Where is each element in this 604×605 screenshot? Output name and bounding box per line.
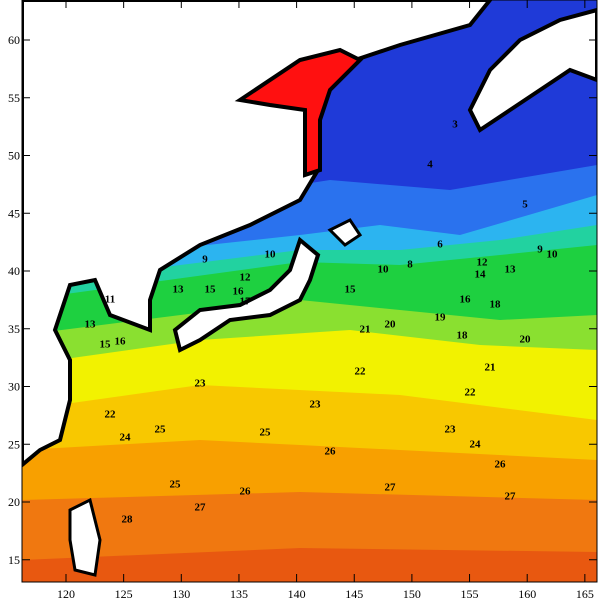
contour-label: 23 [310,399,322,411]
contour-label: 9 [202,254,208,266]
x-tick-label: 135 [230,587,248,601]
temperature-field [22,0,597,582]
y-tick-label: 30 [8,380,20,394]
contour-label: 27 [195,502,207,514]
y-tick-label: 40 [8,264,20,278]
contour-label: 13 [85,319,97,331]
contour-label: 15 [205,284,217,296]
contour-label: 16 [233,286,245,298]
contour-label: 22 [355,366,367,378]
contour-label: 4 [427,159,433,171]
contour-label: 17 [240,296,252,308]
x-tick-label: 160 [518,587,536,601]
contour-label: 10 [547,249,559,261]
x-tick-label: 120 [57,587,75,601]
hokkaido [327,218,363,247]
contour-label: 3 [452,119,458,131]
x-tick-label: 145 [345,587,363,601]
kamchatka [467,7,597,133]
band [22,548,597,582]
contour-label: 18 [490,299,502,311]
contour-label: 26 [240,486,252,498]
contour-label: 12 [477,257,489,269]
contour-label: 20 [385,319,397,331]
x-tick-label: 130 [172,587,190,601]
contour-label: 8 [407,259,413,271]
contour-label: 15 [345,284,357,296]
y-tick-label: 25 [8,437,20,451]
x-tick-label: 150 [403,587,421,601]
contour-label: 21 [360,324,371,336]
okhotsk-region [234,47,364,178]
y-tick-label: 15 [8,553,20,567]
y-tick-label: 35 [8,322,20,336]
japan [172,236,321,353]
contour-label: 25 [170,479,182,491]
contour-label: 5 [522,199,528,211]
contour-label: 12 [240,272,252,284]
contour-label: 25 [155,424,167,436]
contour-label: 25 [260,427,272,439]
contour-label: 6 [437,239,443,251]
contour-label: 10 [378,264,390,276]
contour-label: 10 [265,249,277,261]
contour-label: 26 [495,459,507,471]
contour-label: 23 [195,378,207,390]
contour-label: 24 [120,432,132,444]
x-tick-label: 140 [288,587,306,601]
contour-label: 16 [115,336,127,348]
y-tick-label: 55 [8,91,20,105]
contour-label: 13 [173,284,185,296]
contour-label: 27 [505,491,517,503]
contour-label: 9 [537,244,543,256]
y-tick-label: 60 [8,33,20,47]
x-tick-label: 125 [115,587,133,601]
contour-label: 11 [105,294,115,306]
frame [21,0,598,583]
y-tick-label: 20 [8,495,20,509]
contour-label: 22 [465,387,477,399]
contour-label: 20 [520,334,532,346]
contour-label: 22 [105,409,117,421]
contour-label: 28 [122,514,134,526]
y-tick-label: 45 [8,206,20,220]
contour-label: 16 [460,294,472,306]
y-tick-label: 50 [8,149,20,163]
contour-label: 18 [457,330,469,342]
island [68,497,102,577]
contour-label: 24 [470,439,482,451]
x-tick-label: 165 [576,587,594,601]
contour-label: 15 [100,339,112,351]
x-tick-label: 155 [461,587,479,601]
contour-label: 19 [435,312,447,324]
contour-label: 23 [445,424,457,436]
contour-label: 27 [385,482,397,494]
contour-label: 13 [505,264,517,276]
contour-label: 21 [485,362,496,374]
contour-label: 14 [475,269,487,281]
axes: 120 125 130 135 140 145 150 155 160 1651520253035… [8,0,597,601]
contour-label: 26 [325,446,337,458]
